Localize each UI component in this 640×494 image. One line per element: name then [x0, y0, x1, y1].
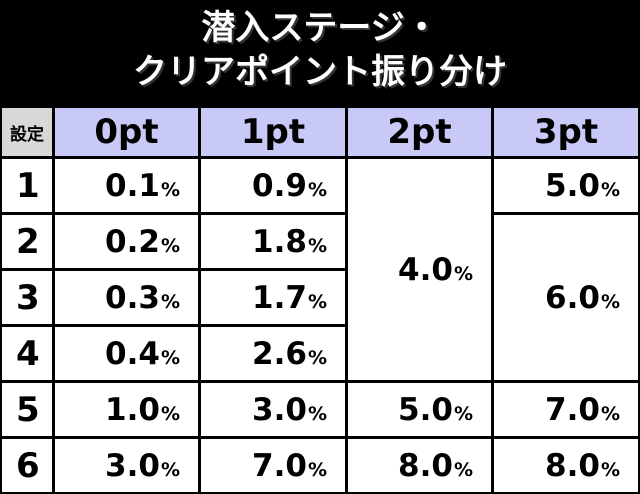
cell-0pt-4: 0.4% [55, 327, 198, 380]
cell-1pt-4: 2.6% [201, 327, 345, 380]
cell-1pt-2: 1.8% [201, 215, 345, 268]
row-label-5: 5 [2, 383, 52, 436]
value-text: 1.0 [105, 391, 160, 428]
percent-unit: % [307, 403, 327, 425]
row-label-4: 4 [2, 327, 52, 380]
cell-0pt-2: 0.2% [55, 215, 198, 268]
percent-unit: % [453, 403, 473, 425]
cell-0pt-6: 3.0% [55, 439, 198, 492]
cell-3pt-1: 5.0% [494, 159, 638, 212]
page-title: 潜入ステージ・ クリアポイント振り分け [0, 0, 640, 106]
value-text: 7.0 [545, 391, 600, 428]
value-text: 0.1 [105, 167, 160, 204]
cell-0pt-1: 0.1% [55, 159, 198, 212]
title-line-1: 潜入ステージ・ [201, 8, 439, 48]
percent-unit: % [307, 347, 327, 369]
percent-unit: % [600, 459, 620, 481]
percent-unit: % [600, 179, 620, 201]
header-2pt: 2pt [348, 108, 491, 156]
value-text: 0.3 [105, 279, 160, 316]
value-text: 0.9 [252, 167, 307, 204]
percent-unit: % [453, 459, 473, 481]
percent-unit: % [160, 179, 180, 201]
percent-unit: % [307, 179, 327, 201]
value-text: 3.0 [105, 447, 160, 484]
cell-0pt-3: 0.3% [55, 271, 198, 324]
value-text: 5.0 [398, 391, 453, 428]
percent-unit: % [160, 235, 180, 257]
cell-2pt-5: 5.0% [348, 383, 491, 436]
value-text: 4.0 [398, 251, 453, 288]
header-1pt: 1pt [201, 108, 345, 156]
cell-3pt-6: 8.0% [494, 439, 638, 492]
cell-0pt-5: 1.0% [55, 383, 198, 436]
row-label-3: 3 [2, 271, 52, 324]
percent-unit: % [600, 291, 620, 313]
cell-1pt-6: 7.0% [201, 439, 345, 492]
row-label-2: 2 [2, 215, 52, 268]
value-text: 0.2 [105, 223, 160, 260]
cell-1pt-1: 0.9% [201, 159, 345, 212]
header-0pt: 0pt [55, 108, 198, 156]
value-text: 5.0 [545, 167, 600, 204]
cell-3pt-2-4: 6.0% [494, 215, 638, 380]
percent-unit: % [307, 291, 327, 313]
percent-unit: % [307, 235, 327, 257]
percent-unit: % [600, 403, 620, 425]
value-text: 1.8 [252, 223, 307, 260]
header-3pt: 3pt [494, 108, 638, 156]
row-label-1: 1 [2, 159, 52, 212]
percent-unit: % [160, 347, 180, 369]
percent-unit: % [307, 459, 327, 481]
percent-unit: % [160, 459, 180, 481]
title-line-2: クリアポイント振り分け [133, 52, 507, 92]
value-text: 3.0 [252, 391, 307, 428]
value-text: 2.6 [252, 335, 307, 372]
value-text: 8.0 [545, 447, 600, 484]
cell-2pt-6: 8.0% [348, 439, 491, 492]
cell-3pt-5: 7.0% [494, 383, 638, 436]
percent-unit: % [160, 291, 180, 313]
value-text: 6.0 [545, 279, 600, 316]
value-text: 1.7 [252, 279, 307, 316]
value-text: 7.0 [252, 447, 307, 484]
cell-2pt-1-4: 4.0% [348, 159, 491, 380]
percent-unit: % [160, 403, 180, 425]
distribution-table: 設定 0pt 1pt 2pt 3pt 1 2 3 4 5 6 0.1% 0.2%… [0, 106, 640, 494]
value-text: 0.4 [105, 335, 160, 372]
header-setting: 設定 [2, 108, 52, 156]
percent-unit: % [453, 263, 473, 285]
row-label-6: 6 [2, 439, 52, 492]
value-text: 8.0 [398, 447, 453, 484]
cell-1pt-5: 3.0% [201, 383, 345, 436]
cell-1pt-3: 1.7% [201, 271, 345, 324]
